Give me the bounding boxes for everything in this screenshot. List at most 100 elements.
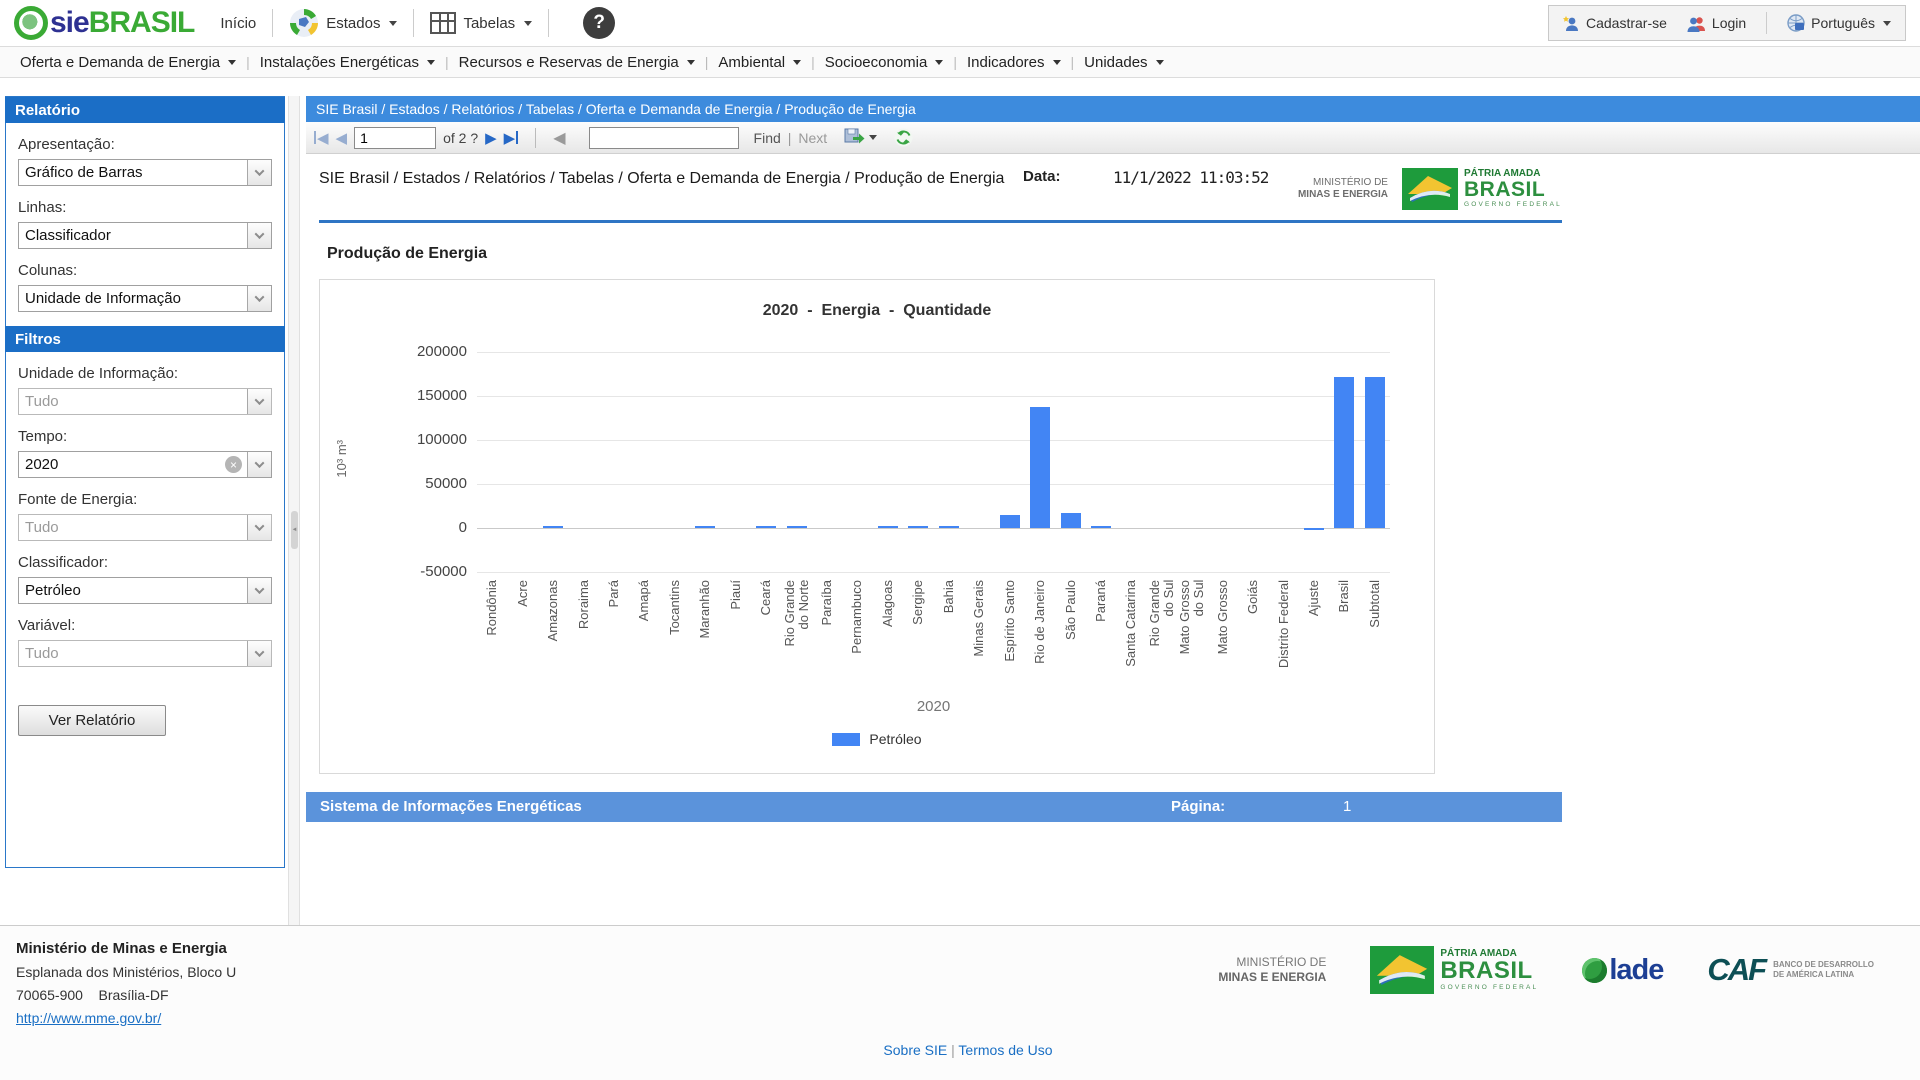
bar-sergipe[interactable] — [908, 526, 929, 528]
find-text-input[interactable] — [588, 126, 739, 149]
page-number-input[interactable] — [354, 126, 437, 149]
splitter-handle-icon[interactable]: ◄ — [291, 511, 298, 549]
gridline — [477, 440, 1390, 441]
menu-item-instalacoes[interactable]: Instalações Energéticas — [250, 54, 445, 71]
site-logo[interactable]: sie BRASIL — [14, 6, 195, 40]
report-body: SIE Brasil / Estados / Relatórios / Tabe… — [306, 154, 1562, 822]
login-button[interactable]: Login — [1687, 15, 1746, 32]
refresh-button[interactable] — [894, 128, 913, 147]
bar-brasil[interactable] — [1334, 376, 1355, 528]
toolbar-separator — [535, 127, 537, 148]
bar-são-paulo[interactable] — [1060, 513, 1081, 528]
dropdown-arrow-icon[interactable] — [247, 641, 271, 666]
next-result-button[interactable]: Next — [798, 129, 828, 146]
menu-label: Indicadores — [966, 53, 1045, 71]
unidade-informacao-select[interactable]: Tudo — [18, 388, 272, 415]
caf-logo: CAF BANCO DE DESARROLLO DE AMÉRICA LATIN… — [1707, 952, 1874, 988]
termos-de-uso-link[interactable]: Termos de Uso — [958, 1042, 1053, 1058]
bar-subtotal[interactable] — [1364, 376, 1385, 528]
report-header: SIE Brasil / Estados / Relatórios / Tabe… — [319, 168, 1562, 210]
flag-line2: BRASIL — [1440, 956, 1533, 984]
clear-icon[interactable]: × — [225, 456, 242, 473]
bar-ceará[interactable] — [756, 526, 777, 528]
apresentacao-select[interactable]: Gráfico de Barras — [18, 159, 272, 186]
find-button[interactable]: Find — [753, 129, 781, 146]
tabelas-menu[interactable]: Tabelas — [430, 12, 533, 34]
dropdown-arrow-icon[interactable] — [247, 578, 271, 603]
bar-paraná[interactable] — [1090, 526, 1111, 528]
bar-ajuste[interactable] — [1304, 528, 1325, 531]
select-value: Tudo — [25, 519, 59, 536]
help-button[interactable]: ? — [583, 7, 616, 39]
header-rule — [319, 220, 1562, 223]
top-header: sie BRASIL Início Estados Tabelas ? — [0, 0, 1920, 46]
bar-bahia[interactable] — [938, 526, 959, 528]
dropdown-arrow-icon[interactable] — [247, 160, 271, 185]
login-users-icon — [1687, 15, 1706, 32]
register-user-icon — [1562, 15, 1580, 32]
select-value: Tudo — [25, 645, 59, 662]
back-to-parent-icon[interactable]: ◀ — [553, 129, 566, 147]
variavel-select[interactable]: Tudo — [18, 640, 272, 667]
sobre-sie-link[interactable]: Sobre SIE — [883, 1042, 948, 1058]
sidebar-splitter[interactable]: ◄ — [288, 96, 300, 925]
footer-url-link[interactable]: http://www.mme.gov.br/ — [16, 1010, 162, 1026]
bar-slot — [964, 352, 994, 572]
field-label: Unidade de Informação: — [18, 365, 179, 382]
y-tick-label: 50000 — [425, 475, 467, 492]
bar-slot — [1147, 352, 1177, 572]
bar-amazonas[interactable] — [543, 526, 564, 528]
tempo-select[interactable]: 2020 × — [18, 451, 272, 478]
footer-address2: 70065-900 Brasília-DF — [16, 987, 169, 1003]
menu-label: Socioeconomia — [824, 53, 928, 71]
menu-item-unidades[interactable]: Unidades — [1074, 54, 1173, 71]
bar-rio-de-janeiro[interactable] — [1030, 407, 1051, 528]
field-linhas: Linhas: Classificador — [18, 199, 272, 249]
colunas-select[interactable]: Unidade de Informação — [18, 285, 272, 312]
menu-item-oferta-demanda[interactable]: Oferta e Demanda de Energia — [10, 54, 246, 71]
x-axis-label: Sergipe — [910, 580, 926, 625]
dropdown-arrow-icon[interactable] — [247, 286, 271, 311]
linhas-select[interactable]: Classificador — [18, 222, 272, 249]
next-page-button[interactable]: ▶ — [485, 129, 497, 147]
estados-menu[interactable]: Estados — [289, 8, 398, 38]
x-axis-label: Rio de Janeiro — [1032, 580, 1048, 664]
bar-espírito-santo[interactable] — [999, 514, 1020, 528]
inicio-link[interactable]: Início — [220, 14, 257, 32]
chevron-down-icon — [869, 135, 878, 140]
x-label-slot: Amapá — [629, 580, 659, 694]
menu-item-ambiental[interactable]: Ambiental — [708, 54, 811, 71]
export-button[interactable] — [844, 128, 878, 147]
last-page-button[interactable]: ▶ — [504, 129, 519, 147]
bar-alagoas[interactable] — [877, 526, 898, 528]
ver-relatorio-button[interactable]: Ver Relatório — [18, 705, 166, 736]
dropdown-arrow-icon[interactable] — [247, 223, 271, 248]
language-menu[interactable]: Português — [1787, 14, 1891, 32]
menu-item-indicadores[interactable]: Indicadores — [957, 54, 1071, 71]
plot-area — [477, 352, 1390, 573]
classificador-select[interactable]: Petróleo — [18, 577, 272, 604]
chart-plot-row: 10³ m³ 200000 150000 100000 50000 0 -50000 — [320, 343, 1434, 580]
patria-amada-brasil-logo: PÁTRIA AMADA BRASIL GOVERNO FEDERAL — [1370, 946, 1538, 994]
dropdown-arrow-icon[interactable] — [247, 515, 271, 540]
report-panel: Relatório Apresentação: Gráfico de Barra… — [5, 96, 285, 868]
menu-label: Ambiental — [718, 53, 786, 71]
bar-rio-grande-do-norte[interactable] — [786, 526, 807, 528]
caf-caption1: BANCO DE DESARROLLO — [1773, 960, 1874, 969]
x-label-slot: Goiás — [1238, 580, 1268, 694]
first-page-button[interactable]: ◀ — [314, 129, 329, 147]
field-apresentacao: Apresentação: Gráfico de Barras — [18, 136, 272, 186]
dropdown-arrow-icon[interactable] — [247, 452, 271, 477]
cadastrar-button[interactable]: Cadastrar-se — [1562, 15, 1667, 32]
bar-slot — [690, 352, 720, 572]
chevron-down-icon — [524, 20, 533, 26]
data-label: Data: — [1023, 168, 1061, 185]
bar-maranhão[interactable] — [695, 526, 716, 528]
prev-page-button[interactable]: ◀ — [335, 129, 348, 147]
menu-item-recursos-reservas[interactable]: Recursos e Reservas de Energia — [449, 54, 705, 71]
menu-item-socioeconomia[interactable]: Socioeconomia — [815, 54, 954, 71]
field-label: Variável: — [18, 617, 76, 634]
fonte-energia-select[interactable]: Tudo — [18, 514, 272, 541]
gridline — [477, 572, 1390, 573]
dropdown-arrow-icon[interactable] — [247, 389, 271, 414]
